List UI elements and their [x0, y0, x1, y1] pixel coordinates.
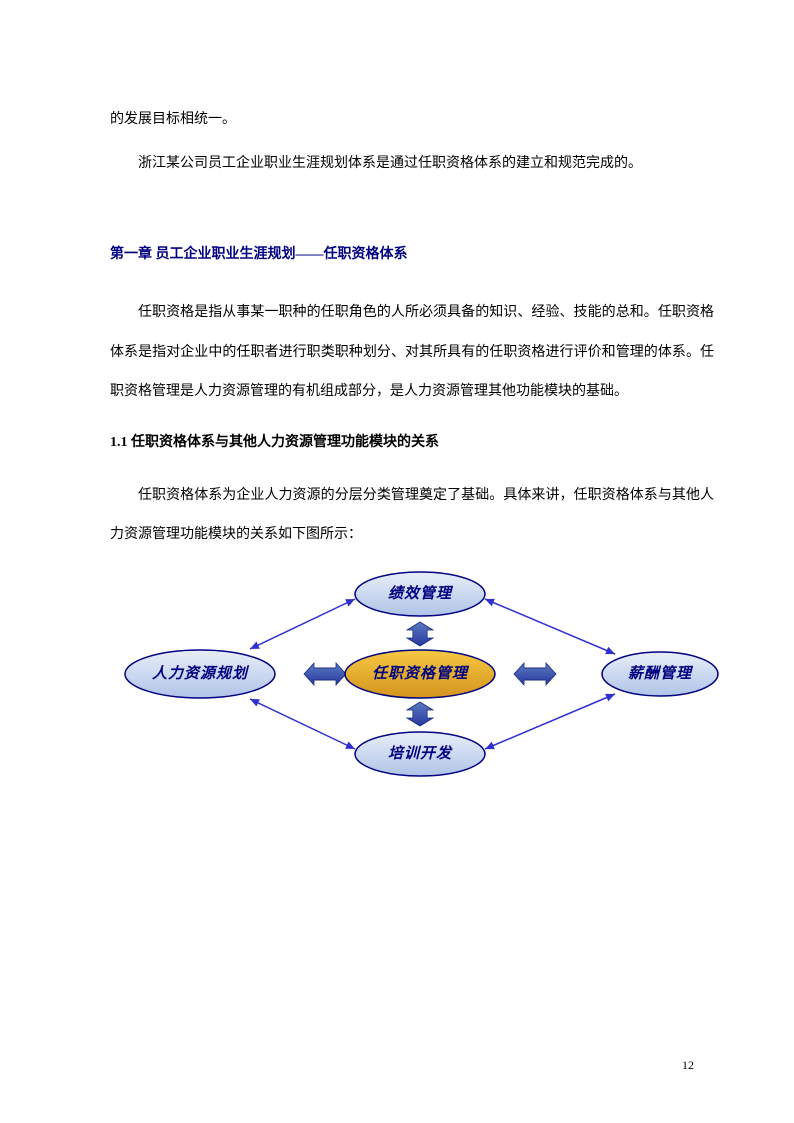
- svg-text:培训开发: 培训开发: [388, 744, 453, 762]
- chapter-heading: 第一章 员工企业职业生涯规划——任职资格体系: [110, 243, 714, 263]
- svg-text:任职资格管理: 任职资格管理: [372, 665, 470, 682]
- relationship-diagram: 任职资格管理绩效管理培训开发 人力资源规划 薪酬管理: [120, 564, 720, 784]
- svg-text:薪酬管理: 薪酬管理: [628, 665, 694, 682]
- svg-text:人力资源规划: 人力资源规划: [152, 665, 250, 682]
- section-1-1-heading: 1.1 任职资格体系与其他人力资源管理功能模块的关系: [110, 431, 714, 451]
- paragraph-continuation: 的发展目标相统一。: [110, 100, 714, 139]
- paragraph-relation: 任职资格体系为企业人力资源的分层分类管理奠定了基础。具体来讲，任职资格体系与其他…: [110, 476, 714, 554]
- paragraph-intro: 浙江某公司员工企业职业生涯规划体系是通过任职资格体系的建立和规范完成的。: [110, 144, 714, 183]
- svg-text:绩效管理: 绩效管理: [388, 585, 454, 602]
- page-number: 12: [682, 1058, 694, 1073]
- paragraph-definition: 任职资格是指从事某一职种的任职角色的人所必须具备的知识、经验、技能的总和。任职资…: [110, 293, 714, 411]
